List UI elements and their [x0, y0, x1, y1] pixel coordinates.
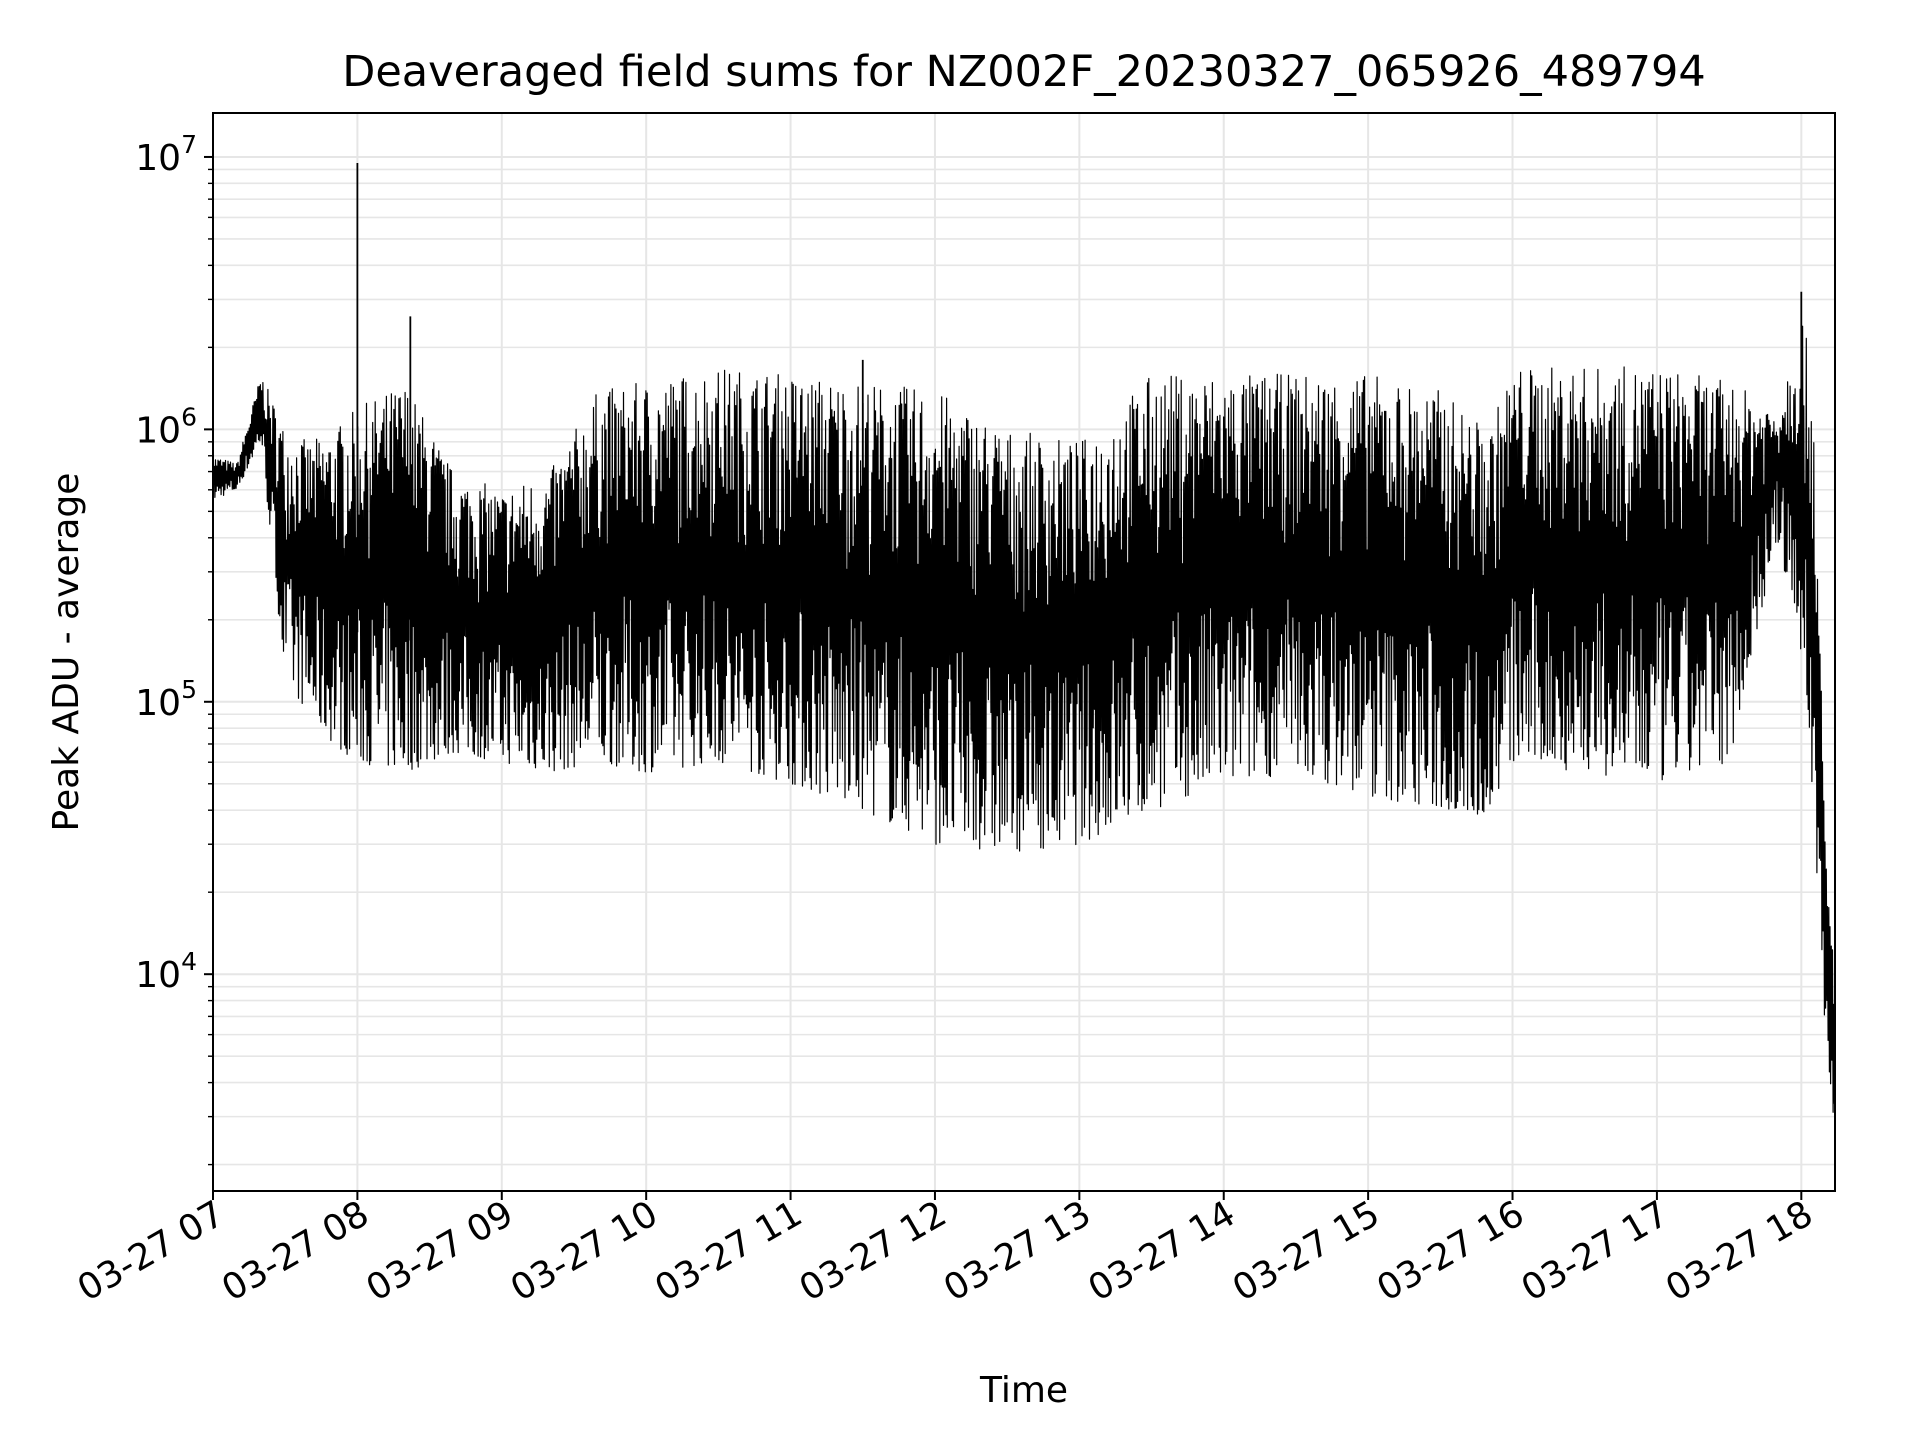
axes-frame [212, 112, 1836, 1192]
chart-title: Deaveraged field sums for NZ002F_2023032… [342, 47, 1706, 97]
x-axis-label: Time [979, 1370, 1068, 1411]
y-tick-label: 107 [135, 130, 197, 179]
series [212, 163, 1836, 1113]
y-tick-label: 104 [135, 947, 197, 996]
y-axis-ticks: 104 105 106 107 [135, 130, 213, 1166]
series-line [212, 325, 1836, 1113]
y-tick-label: 106 [135, 402, 197, 451]
y-tick-label: 105 [135, 675, 197, 724]
y-axis-label: Peak ADU - average [46, 473, 87, 832]
